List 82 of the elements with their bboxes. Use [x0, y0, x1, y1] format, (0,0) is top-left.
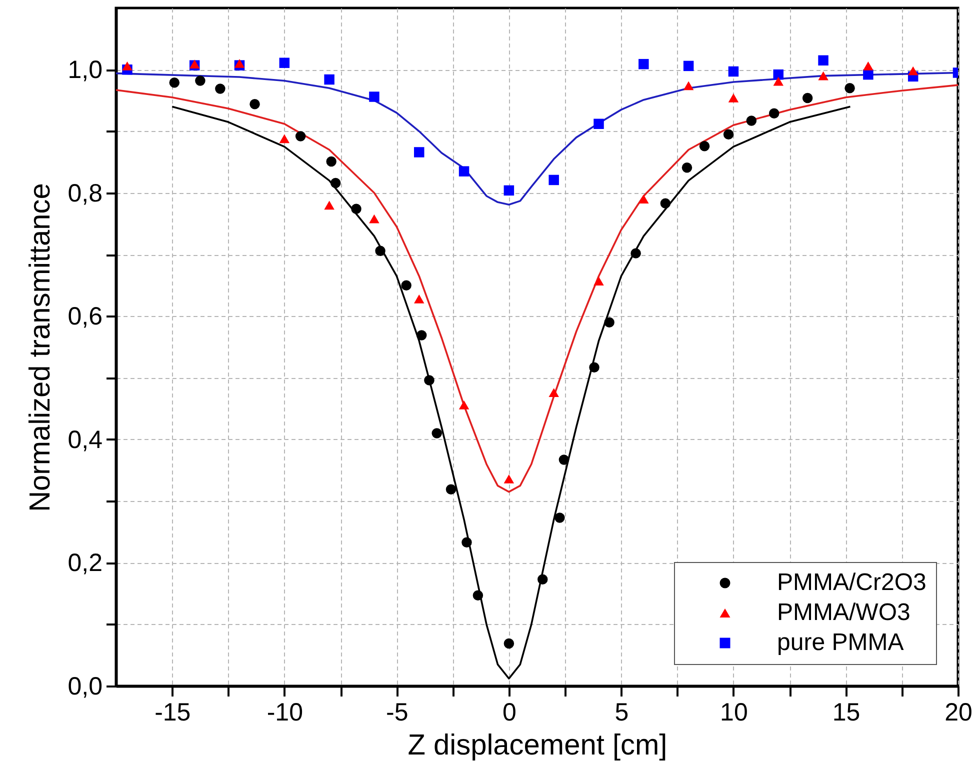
point — [279, 58, 290, 68]
point — [768, 108, 780, 119]
x-axis-title: Z displacement [cm] — [408, 730, 668, 762]
x-tick-label: -10 — [266, 698, 303, 726]
point — [401, 280, 412, 290]
point — [699, 140, 710, 152]
legend-label: PMMA/WO3 — [777, 599, 910, 626]
point — [589, 362, 600, 372]
point — [458, 400, 470, 410]
y-tick-label: 0,0 — [68, 672, 102, 700]
point — [462, 537, 472, 548]
point — [446, 484, 456, 494]
y-tick-label: 1,0 — [68, 56, 102, 84]
x-tick-label: 15 — [832, 698, 860, 726]
point — [558, 454, 570, 465]
y-axis-title: Normalized transmittance — [24, 183, 57, 512]
point — [295, 131, 306, 142]
point — [844, 83, 855, 94]
point — [369, 92, 380, 102]
point — [683, 60, 694, 72]
point — [416, 330, 427, 340]
point — [638, 58, 649, 70]
point — [324, 200, 334, 210]
point — [504, 185, 514, 196]
point — [746, 116, 757, 126]
y-tick-label: 0,6 — [68, 302, 102, 331]
point — [683, 81, 694, 90]
point — [351, 204, 362, 214]
point — [432, 428, 442, 438]
point — [660, 198, 671, 208]
point — [773, 76, 784, 86]
point — [472, 590, 484, 601]
point — [863, 69, 874, 80]
point — [375, 246, 386, 256]
point — [638, 194, 649, 204]
point — [330, 178, 341, 188]
point — [548, 174, 559, 186]
point — [604, 317, 614, 328]
x-tick-label: 20 — [944, 698, 972, 726]
point — [630, 248, 641, 258]
y-tick-label: 0,2 — [68, 549, 102, 578]
point — [458, 166, 470, 176]
legend-label: PMMA/Cr2O3 — [777, 569, 926, 596]
x-tick-label: 5 — [614, 698, 629, 726]
point — [728, 94, 739, 102]
point — [326, 156, 336, 167]
point — [414, 294, 424, 304]
point — [728, 66, 739, 77]
point — [818, 55, 828, 66]
point — [537, 574, 548, 584]
point — [594, 276, 604, 286]
point — [369, 214, 380, 224]
point — [324, 74, 334, 85]
point — [723, 129, 734, 140]
legend-label: pure PMMA — [777, 629, 904, 656]
point — [802, 92, 813, 104]
point — [122, 62, 132, 70]
point — [594, 118, 604, 129]
x-tick-label: 0 — [502, 698, 516, 726]
x-tick-label: 10 — [720, 698, 748, 726]
point — [504, 474, 514, 484]
point — [504, 638, 514, 649]
point — [682, 162, 692, 173]
y-tick-label: 0,4 — [68, 426, 103, 454]
y-tick-label: 0,8 — [68, 179, 102, 208]
point — [554, 512, 565, 523]
point — [773, 69, 784, 80]
point — [250, 99, 260, 110]
point — [169, 77, 180, 88]
point — [215, 84, 226, 94]
point — [195, 76, 206, 86]
line-series — [116, 84, 958, 493]
point — [279, 134, 290, 144]
x-tick-label: -5 — [386, 698, 408, 726]
point — [424, 375, 434, 386]
point — [863, 62, 874, 70]
point — [414, 147, 424, 158]
point — [908, 66, 918, 76]
point — [818, 71, 828, 80]
point — [548, 388, 559, 398]
point — [234, 59, 245, 68]
x-tick-label: -15 — [154, 698, 191, 726]
